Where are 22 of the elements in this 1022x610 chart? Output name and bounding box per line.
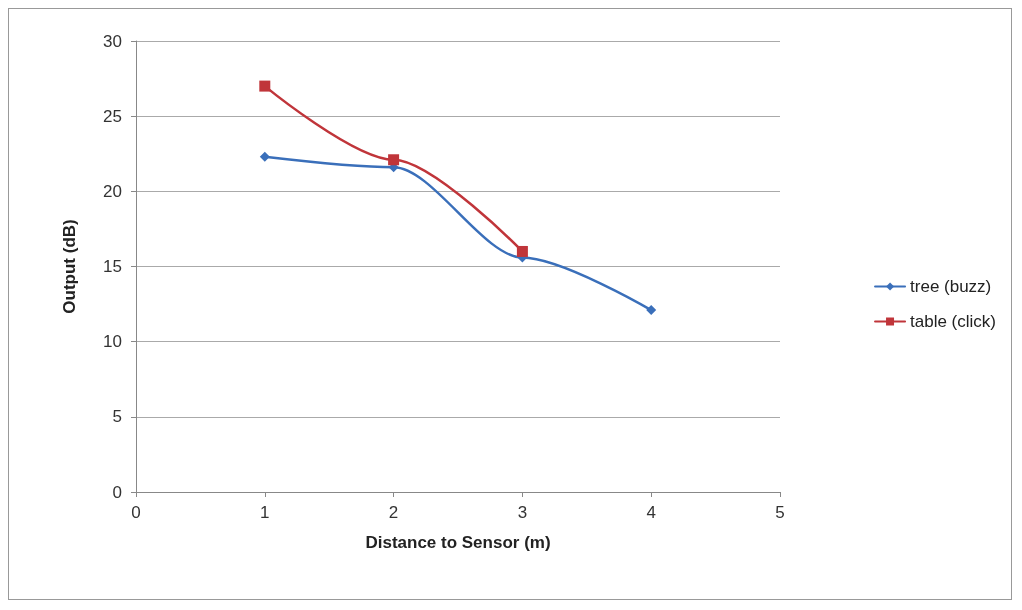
x-axis-title: Distance to Sensor (m) bbox=[365, 533, 551, 552]
point bbox=[516, 245, 528, 257]
x-tick-label: 2 bbox=[388, 503, 399, 522]
point bbox=[646, 305, 657, 316]
x-tick-label: 1 bbox=[260, 503, 270, 522]
y-tick-label: 20 bbox=[103, 181, 122, 201]
y-tick-label: 15 bbox=[103, 257, 122, 276]
point bbox=[259, 80, 271, 92]
x-tick-label: 3 bbox=[517, 503, 528, 522]
x-tick-label: 0 bbox=[131, 503, 141, 522]
point bbox=[259, 151, 270, 162]
y-tick-label: 25 bbox=[103, 106, 122, 126]
y-tick-label: 0 bbox=[112, 482, 122, 502]
x-tick-label: 4 bbox=[646, 503, 656, 522]
y-tick-label: 30 bbox=[103, 31, 122, 51]
y-axis-title: Output (dB) bbox=[60, 219, 79, 314]
point bbox=[388, 154, 400, 166]
legend-label: table (click) bbox=[910, 312, 997, 331]
y-tick-label: 10 bbox=[103, 332, 122, 352]
y-tick-label: 5 bbox=[112, 407, 122, 427]
x-tick-label: 5 bbox=[775, 503, 785, 522]
legend-label: tree (buzz) bbox=[910, 277, 992, 296]
